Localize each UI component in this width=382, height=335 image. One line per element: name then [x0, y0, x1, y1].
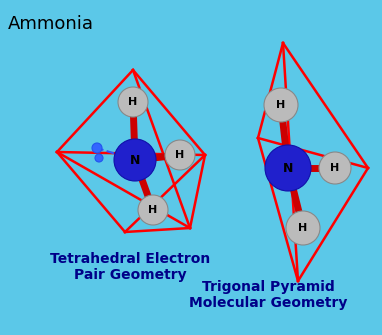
Text: Ammonia: Ammonia: [8, 15, 94, 33]
Circle shape: [92, 143, 102, 153]
Circle shape: [264, 88, 298, 122]
Circle shape: [286, 211, 320, 245]
Text: H: H: [175, 150, 185, 160]
Text: N: N: [283, 161, 293, 175]
Text: H: H: [330, 163, 340, 173]
Circle shape: [118, 87, 148, 117]
Text: N: N: [130, 153, 140, 166]
Circle shape: [165, 140, 195, 170]
Text: Trigonal Pyramid
Molecular Geometry: Trigonal Pyramid Molecular Geometry: [189, 280, 347, 310]
Circle shape: [114, 139, 156, 181]
Text: Tetrahedral Electron
Pair Geometry: Tetrahedral Electron Pair Geometry: [50, 252, 210, 282]
Text: H: H: [128, 97, 138, 107]
Circle shape: [95, 154, 103, 162]
Circle shape: [265, 145, 311, 191]
Text: H: H: [298, 223, 308, 233]
Text: H: H: [148, 205, 158, 215]
Circle shape: [138, 195, 168, 225]
Text: H: H: [276, 100, 286, 110]
Circle shape: [319, 152, 351, 184]
